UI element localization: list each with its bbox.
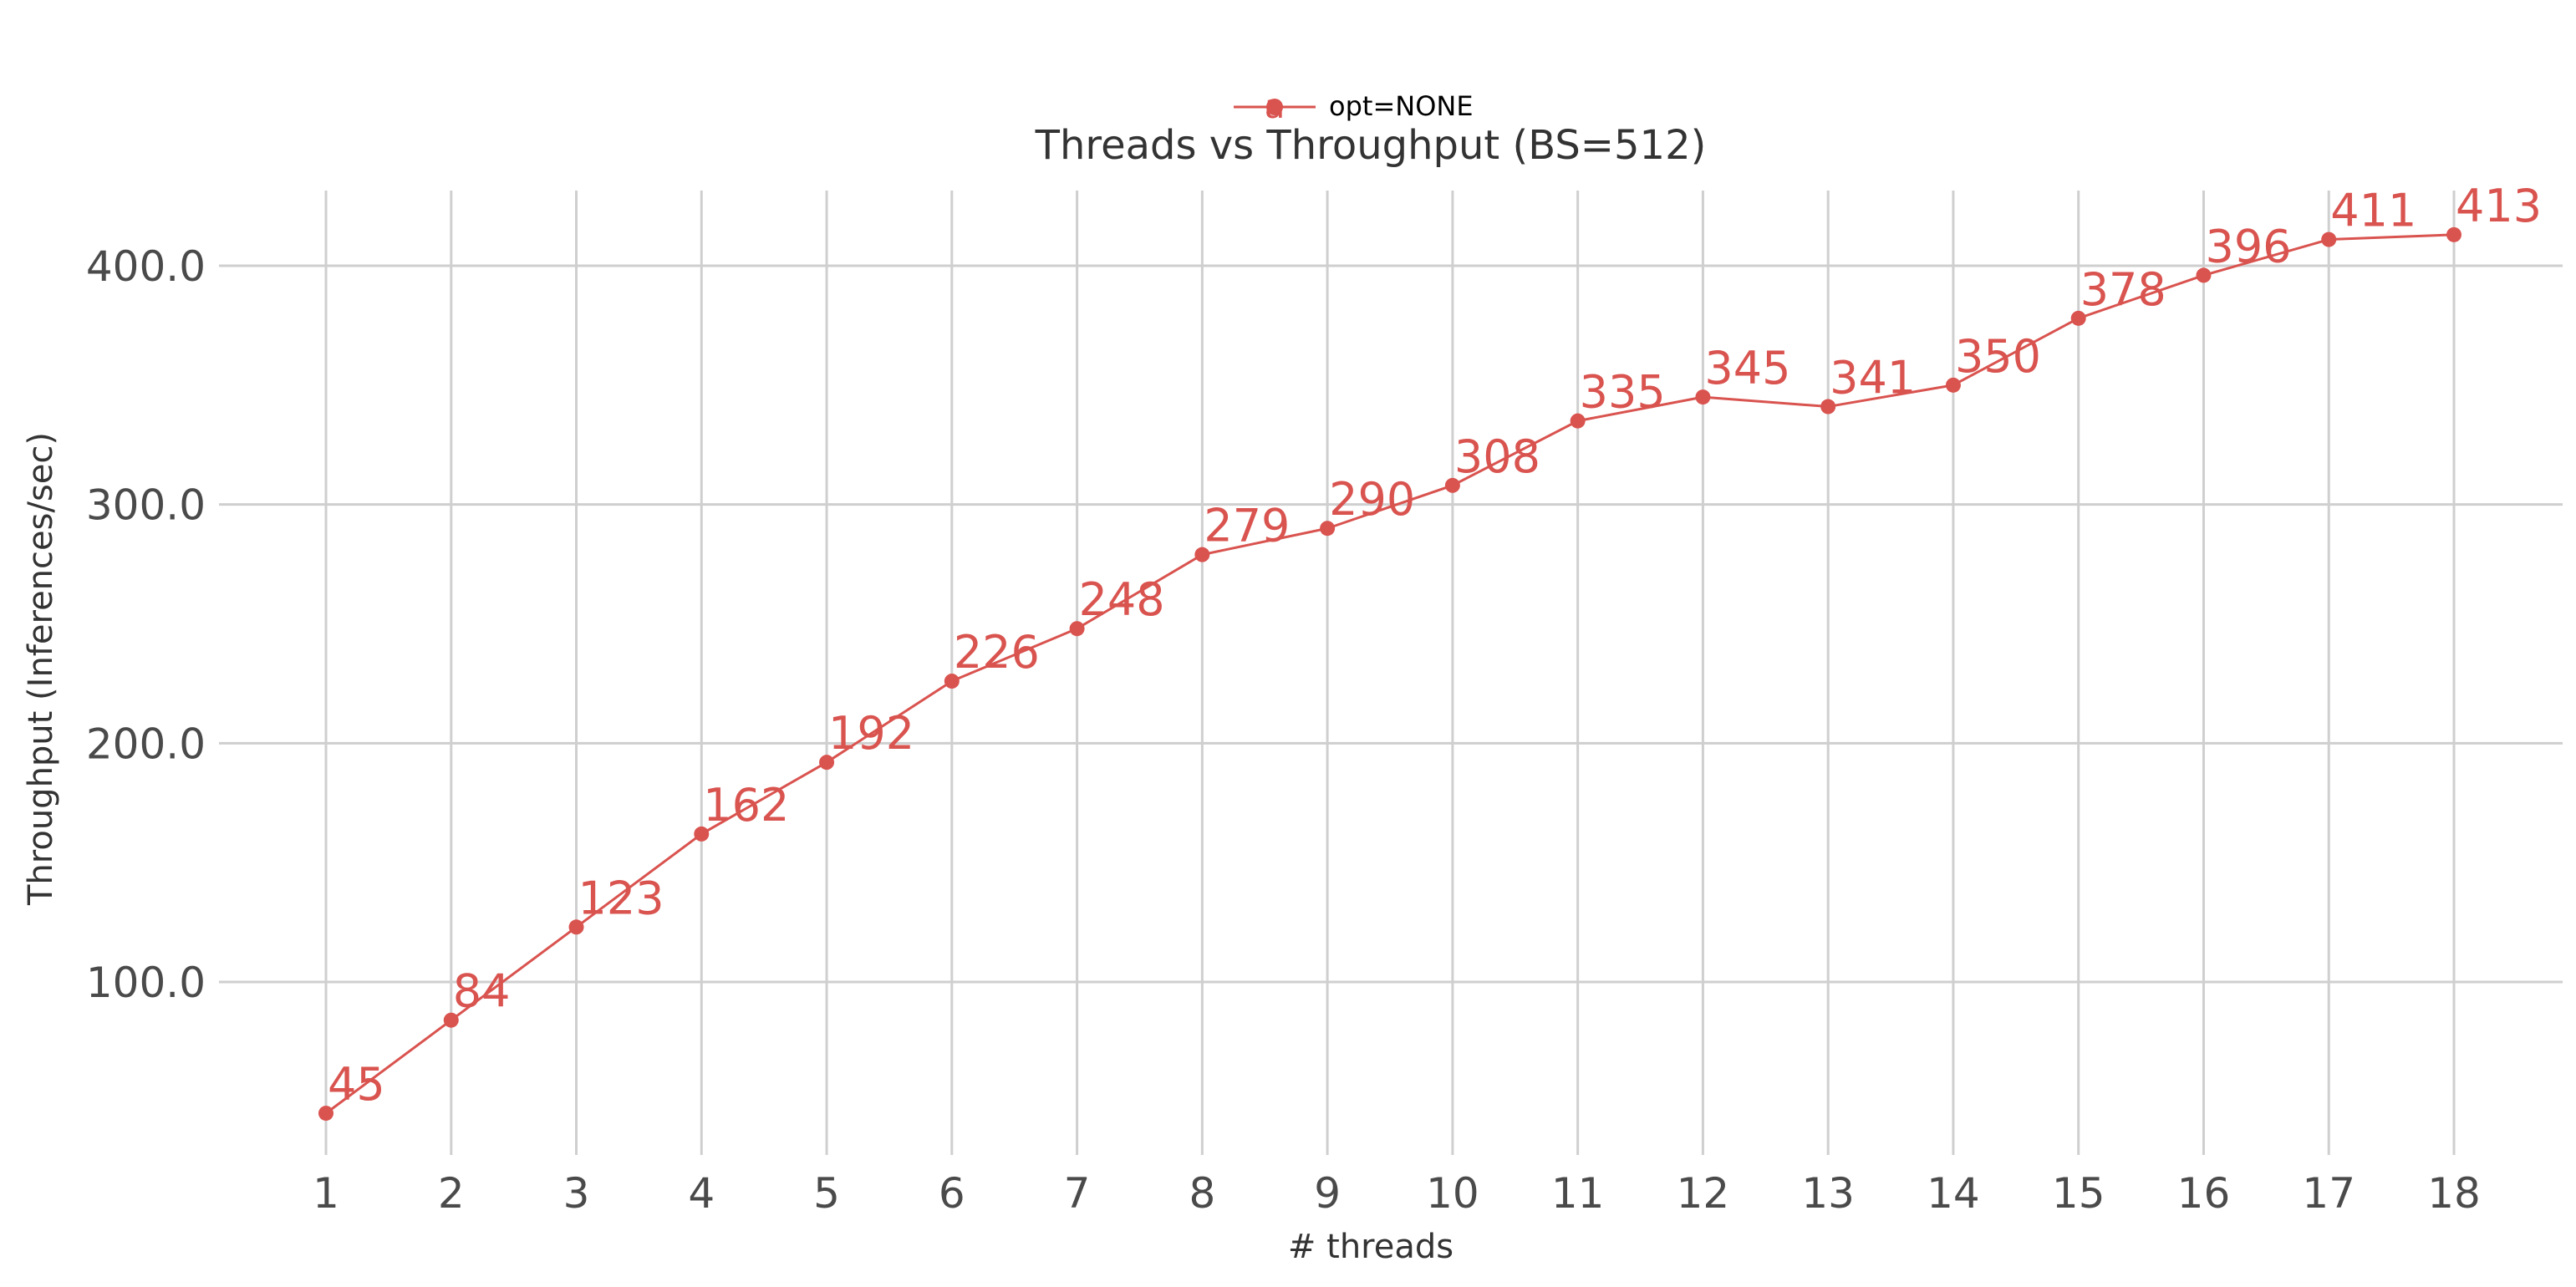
data-label: 45 bbox=[328, 1058, 385, 1111]
data-point bbox=[1820, 399, 1836, 415]
series-points bbox=[318, 226, 2461, 1122]
y-tick-label: 300.0 bbox=[86, 481, 206, 530]
data-point bbox=[1945, 377, 1961, 393]
data-point bbox=[2070, 310, 2086, 326]
x-axis-ticks: 1 2 3 4 5 6 7 8 9 10 11 12 13 14 15 16 17 18 bbox=[313, 1169, 2481, 1218]
data-label: 335 bbox=[1580, 366, 1666, 419]
data-label: 345 bbox=[1704, 342, 1790, 394]
series-lines bbox=[325, 233, 2455, 1115]
data-point bbox=[694, 826, 710, 842]
legend: a opt=NONE bbox=[1234, 88, 1474, 126]
data-point bbox=[819, 755, 835, 771]
x-tick-label: 14 bbox=[1927, 1169, 1980, 1218]
y-tick-label: 400.0 bbox=[86, 242, 206, 291]
data-label: 308 bbox=[1454, 430, 1540, 483]
x-tick-label: 18 bbox=[2427, 1169, 2481, 1218]
data-label: 411 bbox=[2330, 185, 2416, 237]
data-label: 350 bbox=[1955, 330, 2041, 383]
data-label: 413 bbox=[2456, 180, 2542, 232]
data-label: 290 bbox=[1329, 473, 1415, 526]
x-tick-label: 15 bbox=[2052, 1169, 2105, 1218]
legend-entry-label: opt=NONE bbox=[1329, 90, 1474, 122]
data-label: 341 bbox=[1830, 352, 1916, 404]
data-point bbox=[2196, 267, 2212, 283]
data-label: 192 bbox=[828, 707, 914, 760]
data-label: 123 bbox=[578, 872, 664, 924]
data-label: 279 bbox=[1204, 500, 1290, 552]
x-tick-label: 6 bbox=[939, 1169, 965, 1218]
data-point bbox=[2321, 231, 2337, 247]
data-point bbox=[1570, 413, 1586, 429]
x-tick-label: 3 bbox=[563, 1169, 590, 1218]
x-tick-label: 12 bbox=[1677, 1169, 1730, 1218]
x-tick-label: 4 bbox=[688, 1169, 715, 1218]
data-point bbox=[1069, 621, 1085, 637]
data-point bbox=[1320, 521, 1336, 537]
data-label: 226 bbox=[954, 626, 1040, 679]
data-point bbox=[1695, 389, 1711, 405]
data-point bbox=[1194, 547, 1210, 562]
x-tick-label: 17 bbox=[2302, 1169, 2355, 1218]
series-line bbox=[325, 233, 2455, 1115]
data-point bbox=[568, 919, 584, 935]
data-point bbox=[1444, 477, 1460, 493]
legend-marker-glyph: a bbox=[1265, 88, 1285, 126]
x-tick-label: 16 bbox=[2177, 1169, 2231, 1218]
data-label: 84 bbox=[453, 965, 511, 1018]
data-point bbox=[443, 1012, 459, 1028]
y-tick-label: 100.0 bbox=[86, 959, 206, 1007]
chart-title: Threads vs Throughput (BS=512) bbox=[1035, 122, 1707, 169]
x-tick-label: 8 bbox=[1189, 1169, 1215, 1218]
data-point bbox=[2446, 226, 2461, 242]
y-axis-ticks: 100.0 200.0 300.0 400.0 bbox=[86, 242, 206, 1007]
y-axis-label: Throughput (Inferences/sec) bbox=[22, 432, 60, 906]
x-tick-label: 13 bbox=[1801, 1169, 1855, 1218]
y-tick-label: 200.0 bbox=[86, 720, 206, 768]
x-tick-label: 2 bbox=[438, 1169, 465, 1218]
x-axis-label: # threads bbox=[1288, 1228, 1453, 1266]
data-label: 396 bbox=[2205, 220, 2291, 272]
x-tick-label: 10 bbox=[1426, 1169, 1479, 1218]
x-tick-label: 5 bbox=[813, 1169, 840, 1218]
legend-point-marker bbox=[1266, 99, 1283, 115]
x-tick-label: 9 bbox=[1314, 1169, 1341, 1218]
x-tick-label: 11 bbox=[1551, 1169, 1605, 1218]
x-tick-label: 7 bbox=[1064, 1169, 1091, 1218]
x-tick-label: 1 bbox=[313, 1169, 339, 1218]
data-label: 248 bbox=[1079, 573, 1165, 626]
data-point bbox=[944, 674, 960, 689]
data-label: 378 bbox=[2080, 263, 2166, 316]
data-labels: 45 84 123 162 192 226 248 279 290 308 335 345 341 350… bbox=[328, 180, 2542, 1111]
grid bbox=[219, 191, 2563, 1155]
data-label: 162 bbox=[703, 779, 789, 832]
data-point bbox=[318, 1106, 333, 1122]
